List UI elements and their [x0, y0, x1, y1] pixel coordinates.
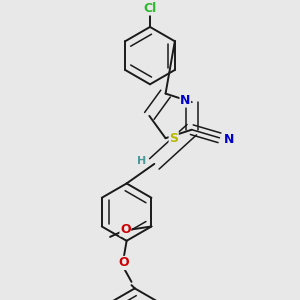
Text: O: O	[120, 223, 131, 236]
Text: Cl: Cl	[143, 2, 157, 15]
Text: N: N	[224, 133, 234, 146]
Text: H: H	[137, 156, 147, 166]
Text: S: S	[169, 132, 178, 145]
Text: N: N	[180, 94, 190, 107]
Text: O: O	[118, 256, 129, 269]
